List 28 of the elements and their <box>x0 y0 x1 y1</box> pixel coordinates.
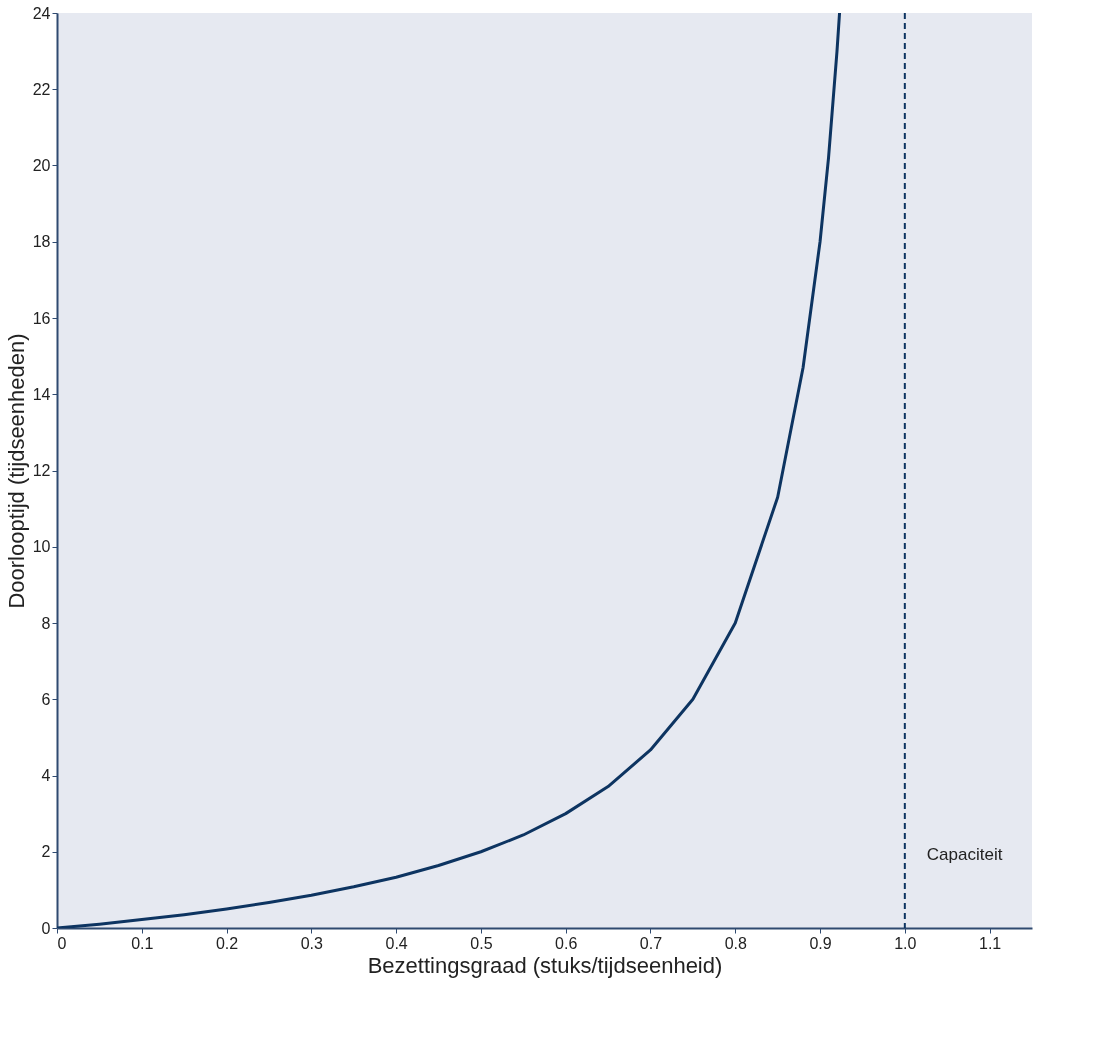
y-tick-label: 22 <box>32 80 51 98</box>
y-tick-label: 20 <box>32 157 51 174</box>
x-tick-label: 0.5 <box>470 934 493 952</box>
y-tick-label: 14 <box>32 385 51 403</box>
y-tick-label: 8 <box>41 614 51 632</box>
y-tick-label: 2 <box>41 843 51 861</box>
y-tick-label: 10 <box>32 538 51 556</box>
x-axis-title: Bezettingsgraad (stuks/tijdseenheid) <box>367 952 723 978</box>
x-tick-label: 1.1 <box>978 934 1002 952</box>
x-tick-label: 0.6 <box>555 934 578 952</box>
y-tick-label: 16 <box>32 309 51 327</box>
x-tick-label: 0.7 <box>639 934 663 952</box>
x-tick-label: 0.1 <box>131 934 154 952</box>
y-tick-label: 12 <box>32 462 51 479</box>
x-tick-label: 0.9 <box>809 934 832 952</box>
ref-line-label: Capaciteit <box>926 844 1003 864</box>
x-tick-label: 1.0 <box>894 934 917 952</box>
x-tick-label: 0.2 <box>215 934 239 952</box>
y-axis-title: Doorlooptijd (tijdseenheden) <box>3 333 29 609</box>
x-tick-label: 0.8 <box>724 934 747 952</box>
y-tick-label: 24 <box>32 4 51 22</box>
x-tick-label: 0.3 <box>300 934 324 952</box>
x-tick-label: 0.4 <box>385 934 408 952</box>
x-tick-label: 0 <box>57 934 67 952</box>
y-tick-label: 0 <box>41 919 51 937</box>
y-tick-label: 4 <box>41 767 51 784</box>
y-tick-label: 6 <box>41 690 51 708</box>
y-tick-label: 18 <box>32 233 51 251</box>
